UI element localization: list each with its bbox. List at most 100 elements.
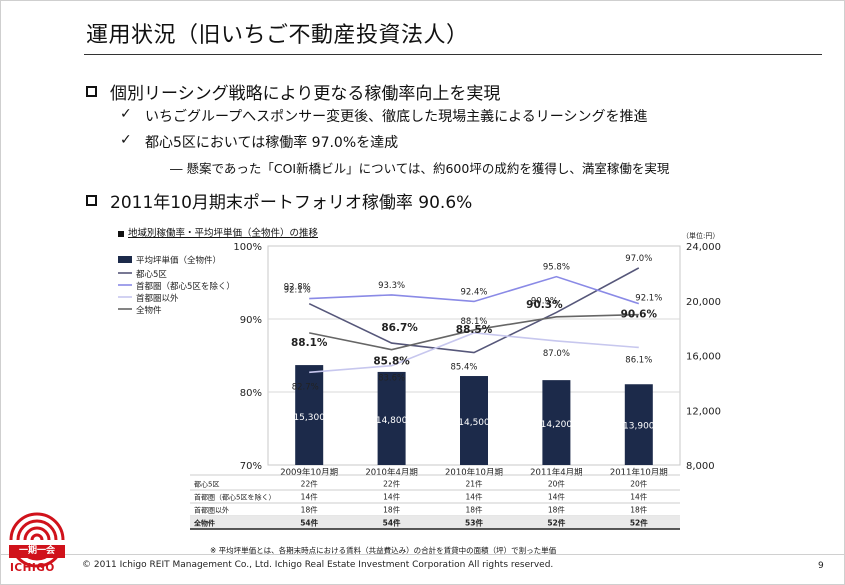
- bar: [295, 365, 324, 465]
- checkmark-icon: ✓: [120, 132, 132, 148]
- table-cell: 20件: [630, 479, 648, 489]
- y-right-tick-label: 16,000: [686, 352, 721, 363]
- x-tick-label: 2010年4月期: [365, 467, 418, 478]
- bar: [460, 376, 488, 465]
- table-total-row-bg: [190, 516, 680, 529]
- chart-title: 地域別稼働率・平均坪単価（全物件）の推移: [128, 228, 319, 239]
- data-label: 97.0%: [625, 254, 652, 264]
- bar-value-label: 14,200: [541, 420, 573, 430]
- table-cell: 54件: [383, 518, 401, 528]
- logo-jp-text: 一期一会: [9, 545, 65, 558]
- caption-square-icon: [118, 230, 124, 237]
- x-tick-label: 2011年4月期: [530, 467, 583, 478]
- table-cell: 22件: [301, 479, 319, 489]
- square-bullet-icon: [86, 86, 97, 97]
- table-cell: 20件: [548, 479, 566, 489]
- table-cell: 14件: [630, 492, 648, 502]
- data-label: 85.4%: [450, 363, 477, 373]
- unit-label: （単位:円）: [682, 231, 719, 240]
- footer-divider: [0, 554, 845, 555]
- table-cell: 53件: [465, 518, 483, 528]
- data-label: 86.7%: [381, 322, 418, 334]
- x-tick-label: 2010年10月期: [445, 467, 503, 478]
- data-label: 92.4%: [460, 287, 487, 297]
- data-label: 90.3%: [526, 299, 563, 311]
- legend-label: 首都圏（都心5区を除く）: [136, 281, 235, 292]
- data-label: 82.7%: [292, 382, 319, 392]
- data-label: 92.1%: [284, 286, 311, 296]
- table-cell: 14件: [383, 492, 401, 502]
- table-cell: 54件: [300, 518, 318, 528]
- data-label: 88.5%: [456, 324, 493, 336]
- table-cell: 18件: [465, 505, 483, 515]
- data-label: 86.1%: [625, 355, 652, 365]
- page-number: 9: [818, 561, 824, 571]
- data-label: 88.1%: [460, 317, 487, 327]
- bar-value-label: 14,800: [376, 416, 408, 426]
- data-label: 87.0%: [543, 349, 570, 359]
- table-cell: 14件: [548, 492, 566, 502]
- table-cell: 14件: [301, 492, 319, 502]
- logo-en-text: ICHIGO: [10, 562, 55, 574]
- square-bullet-icon: [86, 195, 97, 206]
- series-line: [309, 332, 639, 374]
- table-row-label: 首都圏（都心5区を除く）: [194, 493, 275, 502]
- table-cell: 22件: [383, 479, 401, 489]
- y-left-tick-label: 80%: [240, 388, 262, 399]
- chart-caption: 地域別稼働率・平均坪単価（全物件）の推移: [118, 225, 318, 239]
- bullet-1-sub-1: いちごグループへスポンサー変更後、徹底した現場主義によるリーシングを推進: [145, 109, 648, 125]
- y-right-tick-label: 12,000: [686, 406, 721, 417]
- table-cell: 52件: [630, 518, 648, 528]
- title-divider: [84, 54, 822, 55]
- legend-label: 平均坪単価（全物件）: [136, 255, 221, 266]
- bar: [377, 371, 406, 465]
- series-line: [309, 313, 639, 351]
- checkmark-icon: ✓: [120, 106, 132, 122]
- x-tick-label: 2011年10月期: [610, 467, 668, 478]
- legend-label: 全物件: [136, 305, 162, 316]
- x-tick-label: 2009年10月期: [280, 467, 338, 478]
- table-cell: 21件: [465, 479, 483, 489]
- table-cell: 18件: [548, 505, 566, 515]
- bar: [624, 384, 653, 465]
- table-row-label: 全物件: [193, 519, 215, 528]
- data-label: 92.8%: [284, 283, 311, 293]
- table-row-label: 都心5区: [194, 481, 219, 489]
- y-right-tick-label: 20,000: [686, 297, 721, 308]
- table-row-label: 首都圏以外: [194, 506, 229, 515]
- data-label: 93.3%: [378, 281, 405, 291]
- bullet-2: 2011年10月期末ポートフォリオ稼働率 90.6%: [110, 193, 473, 213]
- y-right-tick-label: 8,000: [686, 461, 715, 472]
- data-label: 85.8%: [373, 356, 410, 368]
- footer-copyright: © 2011 Ichigo REIT Management Co., Ltd. …: [82, 560, 554, 570]
- legend-label: 都心5区: [136, 270, 167, 280]
- y-right-tick-label: 24,000: [686, 242, 721, 253]
- page-title: 運用状況（旧いちご不動産投資法人）: [86, 23, 469, 48]
- y-left-tick-label: 90%: [240, 315, 262, 326]
- bar: [542, 380, 571, 465]
- y-left-tick-label: 100%: [233, 242, 262, 253]
- legend-swatch: [118, 256, 132, 263]
- table-cell: 18件: [630, 505, 648, 515]
- bullet-1-subsub: ― 懸案であった「COI新橋ビル」については、約600坪の成約を獲得し、満室稼働…: [170, 161, 670, 176]
- bar-value-label: 14,500: [458, 418, 490, 428]
- data-label: 92.1%: [635, 294, 662, 304]
- data-label: 88.1%: [291, 337, 328, 349]
- chart-note: ※ 平均坪単価とは、各期末時点における賃料（共益費込み）の合計を賃貸中の面積（坪…: [210, 546, 557, 555]
- bar-value-label: 15,300: [293, 413, 325, 423]
- data-label: 90.6%: [621, 309, 658, 321]
- bullet-1-sub-2: 都心5区においては稼働率 97.0%を達成: [145, 135, 399, 151]
- bullet-1: 個別リーシング戦略により更なる稼働率向上を実現: [110, 84, 501, 104]
- series-line: [309, 275, 640, 305]
- table-cell: 14件: [465, 492, 483, 502]
- bar-value-label: 13,900: [623, 422, 655, 432]
- table-cell: 18件: [301, 505, 319, 515]
- y-left-tick-label: 70%: [240, 461, 262, 472]
- data-label: 90.9%: [531, 296, 558, 306]
- table-cell: 18件: [383, 505, 401, 515]
- data-label: 83.6%: [378, 374, 405, 384]
- series-line: [308, 267, 640, 354]
- data-label: 95.8%: [543, 263, 570, 273]
- legend-label: 首都圏以外: [136, 293, 179, 304]
